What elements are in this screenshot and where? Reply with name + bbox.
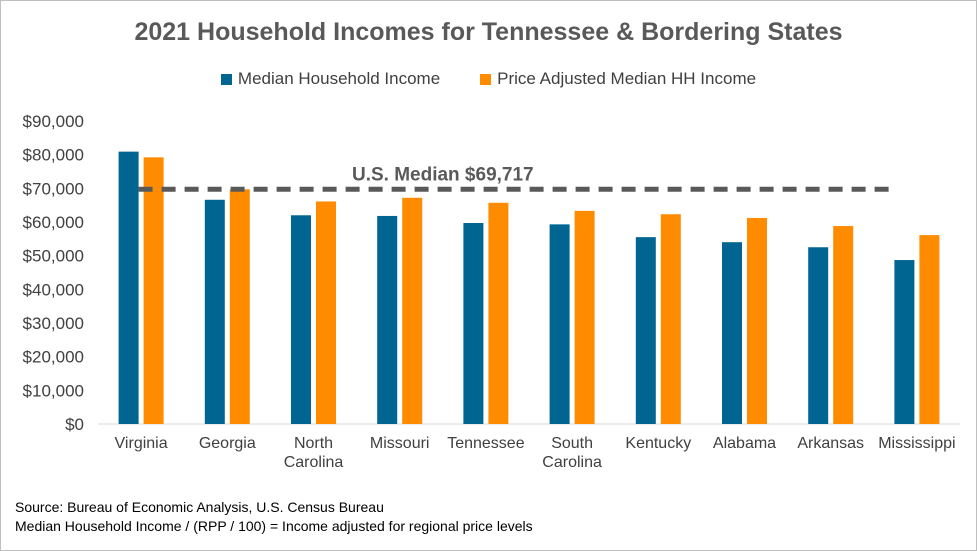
legend-label-adjusted: Price Adjusted Median HH Income bbox=[497, 69, 757, 88]
legend-item-median: Median Household Income bbox=[220, 69, 441, 89]
bar-median bbox=[549, 224, 570, 424]
legend-swatch-median bbox=[220, 73, 232, 85]
bar-median bbox=[722, 242, 742, 424]
x-tick-label: Kentucky bbox=[625, 435, 691, 452]
bar-adjusted bbox=[316, 201, 336, 424]
bar-median bbox=[635, 237, 656, 424]
x-tick-label: Missouri bbox=[370, 435, 430, 452]
chart-title: 2021 Household Incomes for Tennessee & B… bbox=[134, 18, 843, 46]
bar-adjusted bbox=[143, 157, 164, 425]
bar-adjusted bbox=[919, 235, 940, 424]
bar-median bbox=[894, 260, 915, 424]
bar-median bbox=[118, 151, 139, 425]
legend-item-adjusted: Price Adjusted Median HH Income bbox=[480, 69, 756, 89]
bar-adjusted bbox=[402, 197, 423, 424]
bar-adjusted bbox=[660, 214, 681, 424]
y-tick-label: $80,000 bbox=[23, 146, 84, 165]
source-line-2: Median Household Income / (RPP / 100) = … bbox=[15, 518, 533, 534]
x-tick-label: Georgia bbox=[199, 435, 256, 452]
bar-median bbox=[291, 215, 311, 424]
bar-adjusted bbox=[747, 217, 767, 424]
bar-adjusted bbox=[833, 226, 854, 424]
x-tick-label: Carolina bbox=[284, 454, 344, 471]
bar-median bbox=[463, 223, 484, 424]
y-tick-label: $0 bbox=[65, 415, 84, 434]
x-tick-label: Carolina bbox=[542, 454, 602, 471]
x-tick-label: North bbox=[294, 435, 333, 452]
y-tick-label: $10,000 bbox=[23, 381, 84, 400]
bar-adjusted bbox=[229, 189, 250, 424]
bar-median bbox=[204, 199, 225, 424]
bar-adjusted bbox=[574, 210, 595, 424]
chart-legend: Median Household Income Price Adjusted M… bbox=[0, 69, 977, 89]
y-tick-label: $50,000 bbox=[23, 247, 84, 266]
bar-median bbox=[377, 215, 398, 424]
x-tick-label: Alabama bbox=[713, 435, 776, 452]
bar-median bbox=[808, 247, 829, 424]
x-tick-label: Tennessee bbox=[447, 435, 524, 452]
y-tick-label: $90,000 bbox=[23, 112, 84, 131]
y-tick-label: $70,000 bbox=[23, 179, 84, 198]
y-tick-label: $30,000 bbox=[23, 314, 84, 333]
x-tick-label: Mississippi bbox=[878, 435, 955, 452]
x-tick-label: Virginia bbox=[115, 435, 168, 452]
bar-adjusted bbox=[488, 202, 509, 424]
source-note: Source: Bureau of Economic Analysis, U.S… bbox=[15, 498, 533, 536]
y-tick-label: $60,000 bbox=[23, 213, 84, 232]
y-tick-label: $20,000 bbox=[23, 348, 84, 367]
legend-label-median: Median Household Income bbox=[237, 69, 441, 88]
y-tick-label: $40,000 bbox=[23, 280, 84, 299]
x-tick-label: South bbox=[551, 435, 593, 452]
legend-swatch-adjusted bbox=[480, 73, 492, 85]
x-tick-label: Arkansas bbox=[797, 435, 864, 452]
source-line-1: Source: Bureau of Economic Analysis, U.S… bbox=[15, 499, 384, 515]
us-median-label: U.S. Median $69,717 bbox=[352, 164, 534, 185]
